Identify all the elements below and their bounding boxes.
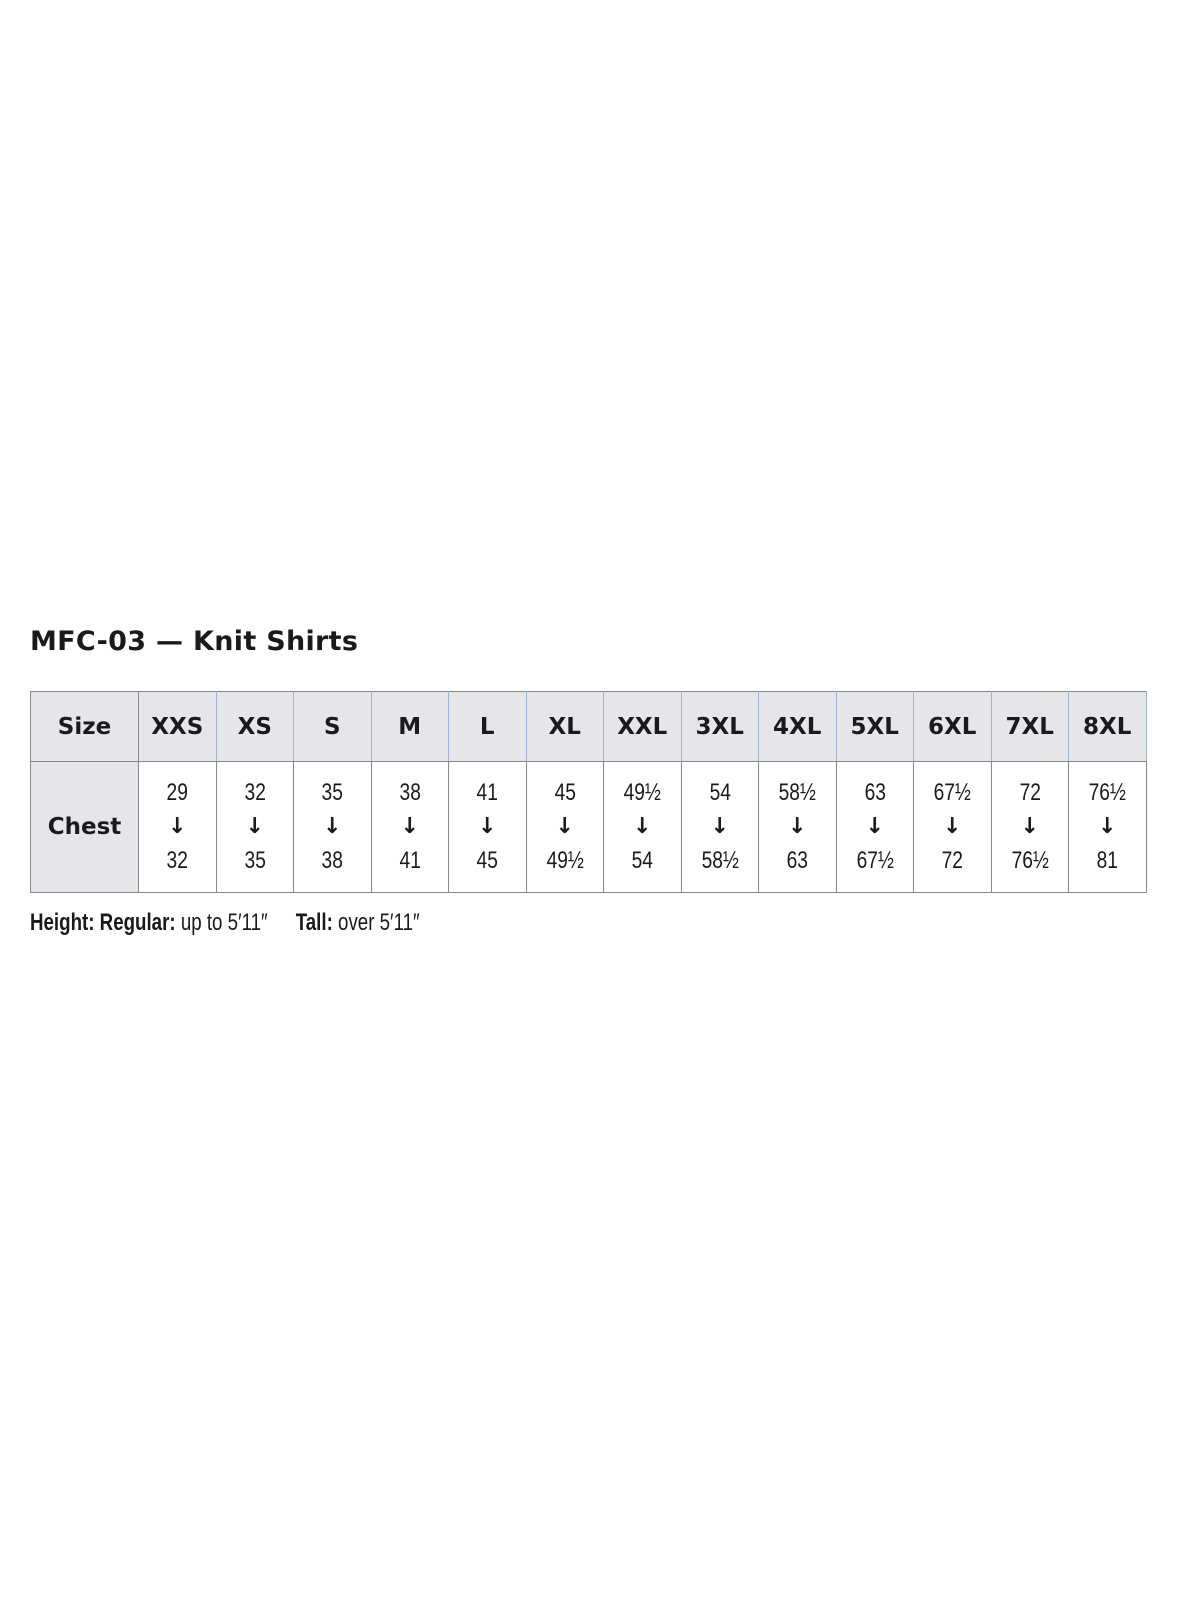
chest-range-cell: 35 ↓ 38 <box>293 761 372 893</box>
down-arrow-icon: ↓ <box>168 814 187 839</box>
down-arrow-icon: ↓ <box>245 814 264 839</box>
down-arrow-icon: ↓ <box>943 814 962 839</box>
chest-from: 38 <box>399 779 421 806</box>
chest-from: 49½ <box>623 779 661 806</box>
chest-range-cell: 38 ↓ 41 <box>370 761 449 893</box>
size-header-cell: 5XL <box>835 691 914 762</box>
down-arrow-icon: ↓ <box>865 814 884 839</box>
height-note: Height: Regular: up to 5′11″ Tall: over 5… <box>30 909 420 937</box>
down-arrow-icon: ↓ <box>1020 814 1039 839</box>
down-arrow-icon: ↓ <box>323 814 342 839</box>
size-chart-table: Size XXS XS S M L XL XXL 3XL 4XL 5XL 6XL 7XL 8XL Che… <box>30 691 1147 893</box>
chest-to: 32 <box>166 847 188 874</box>
size-header-cell: 6XL <box>913 691 992 762</box>
chest-from: 35 <box>321 779 343 806</box>
size-header-cell: 7XL <box>990 691 1069 762</box>
chest-from: 58½ <box>778 779 816 806</box>
down-arrow-icon: ↓ <box>1098 814 1117 839</box>
chest-to: 81 <box>1096 847 1118 874</box>
chest-range-cell: 76½ ↓ 81 <box>1068 761 1147 893</box>
size-header-cell: S <box>293 691 372 762</box>
chest-range-cell: 54 ↓ 58½ <box>680 761 759 893</box>
chest-range-cell: 45 ↓ 49½ <box>525 761 604 893</box>
down-arrow-icon: ↓ <box>710 814 729 839</box>
chest-to: 41 <box>399 847 421 874</box>
chest-to: 35 <box>244 847 266 874</box>
page-title: MFC-03 — Knit Shirts <box>30 626 359 657</box>
chest-range-cell: 63 ↓ 67½ <box>835 761 914 893</box>
size-header-cell: 3XL <box>680 691 759 762</box>
chest-range-cell: 49½ ↓ 54 <box>603 761 682 893</box>
chest-from: 76½ <box>1088 779 1126 806</box>
chest-range-cell: 67½ ↓ 72 <box>913 761 992 893</box>
chest-to: 72 <box>941 847 963 874</box>
down-arrow-icon: ↓ <box>478 814 497 839</box>
size-header-cell: XXS <box>138 691 217 762</box>
chest-range-cell: 29 ↓ 32 <box>138 761 217 893</box>
size-header-cell: M <box>370 691 449 762</box>
chest-to: 76½ <box>1011 847 1049 874</box>
chest-from: 29 <box>166 779 188 806</box>
chest-to: 45 <box>476 847 498 874</box>
size-header-cell: 8XL <box>1068 691 1147 762</box>
chest-from: 45 <box>554 779 576 806</box>
down-arrow-icon: ↓ <box>400 814 419 839</box>
chest-range-cell: 72 ↓ 76½ <box>990 761 1069 893</box>
size-header-cell: L <box>448 691 527 762</box>
size-header-cell: XS <box>215 691 294 762</box>
size-header-cell: 4XL <box>758 691 837 762</box>
chest-from: 67½ <box>933 779 971 806</box>
chest-from: 54 <box>709 779 731 806</box>
chest-row-label: Chest <box>30 761 139 893</box>
regular-label: Regular: <box>99 909 176 936</box>
size-header-cell: XL <box>525 691 604 762</box>
down-arrow-icon: ↓ <box>788 814 807 839</box>
size-header-cell: XXL <box>603 691 682 762</box>
size-header-row: Size XXS XS S M L XL XXL 3XL 4XL 5XL 6XL 7XL 8XL <box>30 691 1147 762</box>
down-arrow-icon: ↓ <box>555 814 574 839</box>
chest-to: 38 <box>321 847 343 874</box>
chest-range-cell: 58½ ↓ 63 <box>758 761 837 893</box>
chest-to: 58½ <box>701 847 739 874</box>
chest-row: Chest 29 ↓ 32 32 ↓ 35 35 ↓ 38 38 ↓ 41 41 ↓ 45 45 ↓ 49½ 49½… <box>30 761 1147 893</box>
chest-range-cell: 32 ↓ 35 <box>215 761 294 893</box>
chest-from: 72 <box>1019 779 1041 806</box>
tall-label: Tall: <box>295 909 333 936</box>
chest-to: 63 <box>786 847 808 874</box>
down-arrow-icon: ↓ <box>633 814 652 839</box>
chest-range-cell: 41 ↓ 45 <box>448 761 527 893</box>
chest-to: 54 <box>631 847 653 874</box>
tall-value: over 5′11″ <box>338 909 420 936</box>
regular-value: up to 5′11″ <box>180 909 268 936</box>
chest-from: 63 <box>864 779 886 806</box>
chest-from: 41 <box>476 779 498 806</box>
chest-to: 49½ <box>546 847 584 874</box>
height-label: Height: <box>30 909 95 936</box>
chest-to: 67½ <box>856 847 894 874</box>
chest-from: 32 <box>244 779 266 806</box>
size-header-label: Size <box>30 691 139 762</box>
